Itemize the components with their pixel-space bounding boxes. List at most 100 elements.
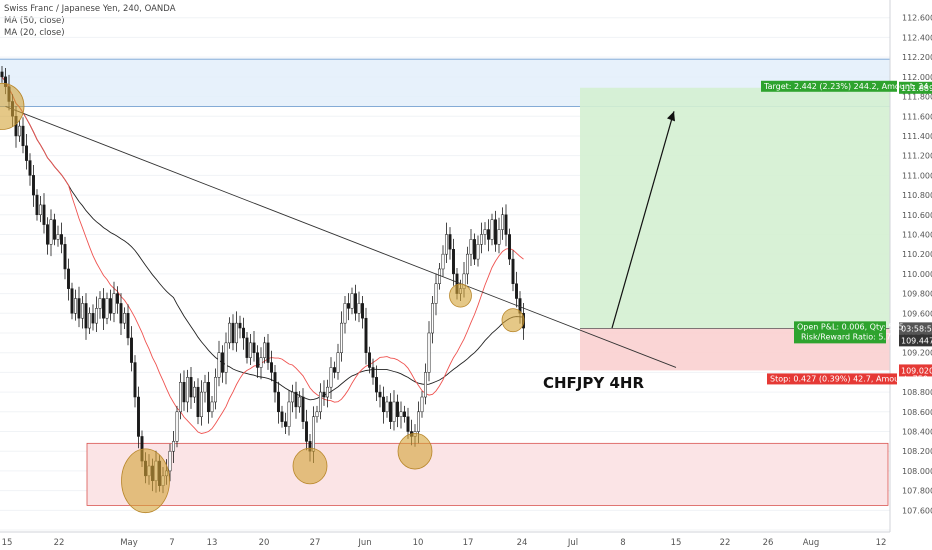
candle-down: [60, 234, 63, 245]
y-tick-label: 110.200: [902, 250, 932, 259]
candle-up: [319, 391, 322, 413]
candle-down: [252, 342, 256, 353]
pnl-info: Open P&L: 0.006, Qty: 585: [797, 322, 904, 331]
candle-down: [109, 298, 112, 314]
candle-down: [270, 362, 273, 373]
y-tick-label: 110.400: [902, 230, 932, 239]
candle-down: [119, 303, 123, 324]
candle-down: [389, 401, 392, 422]
candle-down: [371, 367, 375, 378]
candle-up: [469, 239, 473, 255]
y-tick-label: 108.800: [902, 388, 932, 397]
candle-down: [126, 313, 130, 339]
y-tick-label: 111.000: [902, 171, 932, 180]
candle-down: [70, 288, 74, 314]
candle-down: [133, 362, 137, 398]
candle-down: [256, 352, 259, 368]
candle-up: [431, 303, 434, 334]
y-tick-label: 111.200: [902, 152, 932, 161]
candle-down: [231, 322, 235, 344]
candle-down: [361, 303, 364, 319]
candle-up: [95, 308, 98, 324]
highlight-circle: [449, 283, 472, 308]
candle-down: [301, 396, 305, 422]
candle-down: [277, 391, 280, 413]
candle-up: [81, 303, 84, 319]
stop-price-tag-bg: [899, 364, 932, 377]
candle-up: [263, 342, 266, 358]
rr-info: Risk/Reward Ratio: 5.72: [801, 332, 896, 341]
candle-up: [466, 253, 469, 275]
symbol-title: Swiss Franc / Japanese Yen, 240, OANDA: [4, 4, 176, 14]
forecast-arrow: [611, 111, 675, 329]
candle-down: [378, 391, 382, 398]
candle-down: [238, 322, 242, 329]
candle-up: [287, 401, 291, 427]
candle-down: [0, 71, 4, 78]
ma20-line: [1, 76, 524, 434]
candle-down: [242, 327, 245, 339]
ma20-legend: MA (20, close): [4, 28, 65, 38]
candle-up: [249, 342, 252, 358]
candle-down: [102, 298, 105, 319]
candle-up: [434, 283, 438, 304]
y-tick-label: 107.600: [902, 506, 932, 515]
candle-up: [179, 382, 182, 413]
x-tick-label: 8: [620, 538, 625, 548]
candle-up: [420, 396, 424, 413]
candle-down: [84, 303, 88, 329]
target-info: Target: 2.442 (2.23%) 244.2, Amount: 24: [763, 82, 928, 91]
x-tick-label: 22: [54, 538, 65, 548]
countdown-label: 03:58:54: [901, 324, 932, 333]
candle-down: [515, 283, 518, 299]
descending-trendline: [5, 105, 677, 368]
candle-up: [172, 441, 175, 452]
candle-down: [305, 421, 308, 442]
candle-down: [32, 175, 35, 196]
candle-up: [343, 303, 347, 324]
candle-down: [396, 401, 399, 417]
x-tick-label: 12: [876, 538, 887, 548]
candle-up: [298, 396, 301, 408]
y-tick-label: 110.800: [902, 191, 932, 200]
candle-up: [56, 234, 60, 240]
candle-down: [280, 411, 284, 422]
y-tick-label: 109.200: [902, 349, 932, 358]
candle-down: [266, 342, 270, 363]
current-price-bg: [899, 334, 932, 347]
candle-up: [186, 377, 189, 403]
candle-down: [494, 219, 497, 245]
candle-down: [46, 224, 49, 245]
candle-up: [214, 377, 217, 403]
countdown-bg: [899, 322, 932, 335]
candle-down: [67, 268, 70, 289]
y-tick-label: 112.000: [902, 73, 932, 82]
candle-up: [235, 322, 238, 344]
y-tick-label: 110.600: [902, 211, 932, 220]
x-tick-label: 24: [517, 538, 528, 548]
candle-down: [116, 293, 119, 304]
candle-up: [350, 293, 354, 309]
candle-up: [326, 386, 329, 398]
y-tick-label: 108.600: [902, 408, 932, 417]
candle-up: [259, 357, 263, 368]
candle-up: [203, 382, 207, 393]
x-tick-label: Jul: [567, 538, 578, 548]
y-tick-label: 111.800: [902, 93, 932, 102]
y-tick-label: 108.400: [902, 428, 932, 437]
candle-up: [18, 125, 21, 137]
candle-up: [224, 342, 228, 373]
candle-up: [490, 219, 494, 240]
candle-up: [312, 416, 315, 452]
x-tick-label: 13: [207, 538, 218, 548]
candle-up: [438, 268, 441, 284]
candle-up: [98, 298, 102, 309]
candle-up: [340, 322, 343, 353]
x-tick-label: 15: [2, 538, 13, 548]
candle-up: [39, 204, 42, 216]
candle-down: [245, 337, 249, 358]
candle-up: [441, 253, 445, 270]
target-price-tag: 111.889: [901, 84, 932, 93]
x-tick-label: 15: [671, 538, 682, 548]
